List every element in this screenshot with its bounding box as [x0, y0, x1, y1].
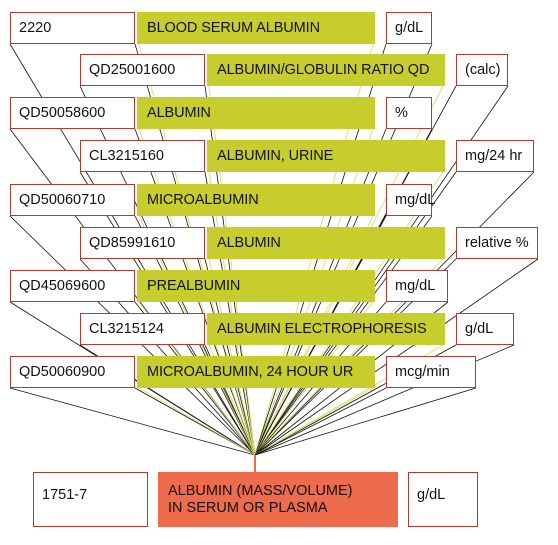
row-unit-text: g/dL: [395, 20, 424, 36]
target-code-box: 1751-7: [33, 472, 148, 527]
row-code-text: 2220: [19, 20, 52, 36]
row-unit-box: g/dL: [386, 12, 432, 44]
row-name-text: MICROALBUMIN, 24 HOUR UR: [147, 364, 354, 380]
row-code-text: QD50058600: [19, 105, 106, 121]
target-unit: g/dL: [417, 487, 446, 503]
row-code-box: 2220: [10, 12, 135, 44]
row-name-box: ALBUMIN: [207, 227, 445, 259]
row-code-box: QD25001600: [80, 54, 205, 86]
row-code-text: QD85991610: [89, 235, 176, 251]
row-code-box: CL3215124: [80, 313, 205, 345]
row-unit-text: relative %: [465, 235, 529, 251]
row-code-box: QD50058600: [10, 97, 135, 129]
row-unit-text: mcg/min: [395, 364, 450, 380]
row-name-text: MICROALBUMIN: [147, 192, 259, 208]
row-name-box: ALBUMIN, URINE: [207, 140, 445, 172]
name-connector-line: [254, 387, 374, 456]
row-unit-text: g/dL: [465, 321, 494, 337]
row-name-text: ALBUMIN/GLOBULIN RATIO QD: [217, 62, 430, 78]
row-unit-text: mg/dL: [395, 278, 436, 294]
name-connector-line: [138, 387, 256, 456]
row-name-box: ALBUMIN/GLOBULIN RATIO QD: [207, 54, 445, 86]
row-code-box: QD45069600: [10, 270, 135, 302]
row-name-box: PREALBUMIN: [137, 270, 375, 302]
row-unit-box: mcg/min: [386, 356, 476, 388]
row-unit-text: mg/24 hr: [465, 148, 523, 164]
row-unit-box: g/dL: [456, 313, 514, 345]
row-unit-box: relative %: [456, 227, 538, 259]
row-name-text: ALBUMIN ELECTROPHORESIS: [217, 321, 427, 337]
row-code-text: QD50060710: [19, 192, 106, 208]
row-unit-text: %: [395, 105, 408, 121]
row-name-box: BLOOD SERUM ALBUMIN: [137, 12, 375, 44]
unit-connector-line: [254, 387, 387, 456]
row-code-text: CL3215124: [89, 321, 164, 337]
row-unit-box: mg/dL: [386, 270, 448, 302]
row-unit-box: (calc): [456, 54, 508, 86]
row-name-text: ALBUMIN: [147, 105, 211, 121]
row-name-text: BLOOD SERUM ALBUMIN: [147, 20, 320, 36]
target-name-line1: ALBUMIN (MASS/VOLUME): [168, 482, 353, 499]
row-name-box: MICROALBUMIN, 24 HOUR UR: [137, 356, 375, 388]
row-code-box: CL3215160: [80, 140, 205, 172]
row-code-text: QD50060900: [19, 364, 106, 380]
row-code-box: QD50060900: [10, 356, 135, 388]
row-name-box: ALBUMIN ELECTROPHORESIS: [207, 313, 445, 345]
row-name-box: MICROALBUMIN: [137, 184, 375, 216]
row-code-text: QD45069600: [19, 278, 106, 294]
row-name-text: PREALBUMIN: [147, 278, 241, 294]
row-code-text: QD25001600: [89, 62, 176, 78]
target-name-line2: IN SERUM OR PLASMA: [168, 499, 328, 516]
target-code: 1751-7: [42, 487, 88, 503]
row-unit-box: mg/24 hr: [456, 140, 534, 172]
row-name-box: ALBUMIN: [137, 97, 375, 129]
row-code-text: CL3215160: [89, 148, 164, 164]
row-code-box: QD50060710: [10, 184, 135, 216]
target-unit-box: g/dL: [408, 472, 478, 527]
row-code-box: QD85991610: [80, 227, 205, 259]
row-name-text: ALBUMIN, URINE: [217, 148, 334, 164]
row-name-text: ALBUMIN: [217, 235, 281, 251]
row-unit-box: %: [386, 97, 432, 129]
row-unit-text: mg/dL: [395, 192, 436, 208]
code-connector-line: [9, 387, 256, 456]
unit-connector-line: [254, 387, 477, 456]
row-unit-box: mg/dL: [386, 184, 436, 216]
target-name-box: ALBUMIN (MASS/VOLUME) IN SERUM OR PLASMA: [158, 472, 398, 527]
row-unit-text: (calc): [465, 62, 501, 78]
